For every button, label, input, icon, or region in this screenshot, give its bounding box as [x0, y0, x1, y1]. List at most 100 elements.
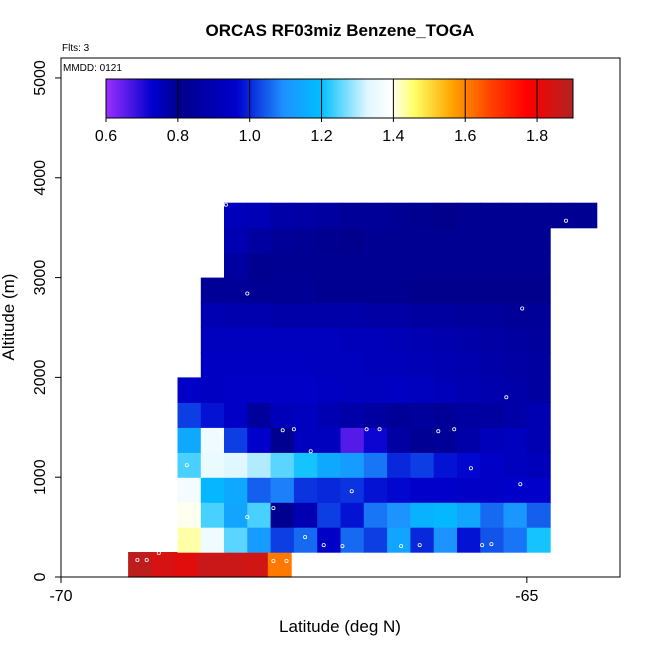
heatmap-cell [480, 402, 505, 428]
colorbar-tick-label: 1.6 [454, 128, 476, 145]
heatmap-cell [363, 302, 388, 329]
heatmap-cell [387, 527, 411, 553]
heatmap-cell [270, 452, 295, 478]
heatmap-cell [363, 427, 388, 453]
heatmap-cell [433, 327, 458, 354]
heatmap-cell [293, 527, 318, 553]
heatmap-cell [293, 402, 318, 428]
heatmap-cell [526, 502, 551, 528]
sample-point [399, 544, 404, 549]
heatmap-cell [433, 427, 458, 453]
y-tick-label: 5000 [32, 60, 49, 96]
sample-point [480, 543, 485, 548]
heatmap-cell [340, 227, 365, 254]
heatmap-cell [270, 502, 295, 528]
heatmap-cell [387, 452, 411, 478]
y-axis: 0 1000 2000 3000 4000 5000 [32, 60, 61, 581]
heatmap-cell [247, 427, 272, 453]
heatmap-cell [457, 502, 481, 528]
heatmap-cell [480, 452, 505, 478]
sample-point [364, 427, 369, 432]
heatmap-cell [433, 502, 458, 528]
heatmap-cell [270, 227, 295, 254]
heatmap-cell [503, 352, 528, 378]
y-tick-label: 0 [32, 572, 49, 581]
heatmap-cell [480, 352, 505, 378]
heatmap-cell [433, 377, 458, 403]
heatmap-cell [200, 327, 225, 354]
heatmap-cell [457, 302, 481, 329]
heatmap-cell [340, 302, 365, 329]
colorbar-gradient [105, 78, 574, 119]
heatmap-cell [387, 377, 411, 403]
heatmap-cell [247, 502, 272, 528]
heatmap-cell [363, 327, 388, 354]
heatmap-cell [480, 527, 505, 553]
sample-point [564, 218, 569, 223]
sample-point [245, 515, 250, 520]
y-tick-label: 2000 [32, 359, 49, 395]
heatmap-cell [340, 277, 365, 304]
heatmap-cell [224, 377, 248, 403]
heatmap-cell [457, 202, 481, 229]
heatmap-cell [224, 452, 248, 478]
sample-point [271, 506, 276, 511]
heatmap-cell [503, 202, 528, 229]
heatmap-cell [247, 377, 272, 403]
sample-point [245, 291, 250, 296]
heatmap-cell [503, 277, 528, 304]
heatmap-cell [363, 452, 388, 478]
heatmap-cell [293, 327, 318, 354]
heatmap-cell [340, 252, 365, 279]
heatmap-cell [363, 277, 388, 304]
heatmap-cell [387, 502, 411, 528]
heatmap-cell [247, 352, 272, 378]
heatmap-cell [200, 352, 225, 378]
sample-point [144, 558, 149, 563]
heatmap-cell [387, 202, 411, 229]
heatmap-cell [177, 402, 202, 428]
heatmap-cell [363, 202, 388, 229]
heatmap-cell [128, 552, 152, 578]
heatmap-cell [480, 502, 505, 528]
heatmap-cell [363, 402, 388, 428]
heatmap-cell [293, 252, 318, 279]
heatmap-cell [270, 302, 295, 329]
heatmap-cell [247, 477, 272, 503]
heatmap-cell [526, 452, 551, 478]
heatmap-cell [224, 402, 248, 428]
heatmap-cell [363, 477, 388, 503]
heatmap-cell [247, 277, 272, 304]
heatmap-cell [433, 527, 458, 553]
heatmap-cell [410, 377, 435, 403]
heatmap-cell [177, 502, 202, 528]
heatmap-cell [200, 427, 225, 453]
heatmap-cell [293, 202, 318, 229]
heatmap-cell [200, 377, 225, 403]
heatmap-cell [317, 302, 342, 329]
date-annotation: MMDD: 0121 [63, 63, 122, 74]
heatmap-cell [317, 527, 342, 553]
sample-point [223, 202, 228, 207]
heatmap-cell [503, 377, 528, 403]
heatmap-cell [457, 277, 481, 304]
heatmap-cell [526, 302, 551, 329]
heatmap-cell [503, 327, 528, 354]
heatmap-cell [410, 352, 435, 378]
heatmap-cell [526, 377, 551, 403]
sample-point [175, 535, 180, 540]
heatmap-cell [224, 427, 248, 453]
heatmap-cell [317, 377, 342, 403]
heatmap-cell [503, 452, 528, 478]
heatmap-cell [363, 352, 388, 378]
heatmap-cell [573, 202, 598, 229]
heatmap-cell [270, 252, 295, 279]
heatmap-cell [480, 477, 505, 503]
heatmap-cell [410, 502, 435, 528]
heatmap-cell [363, 227, 388, 254]
y-tick-label: 4000 [32, 160, 49, 196]
heatmap-cell [317, 202, 342, 229]
sample-point [417, 543, 422, 548]
heatmap-cell [200, 502, 225, 528]
heatmap-cell [293, 427, 318, 453]
